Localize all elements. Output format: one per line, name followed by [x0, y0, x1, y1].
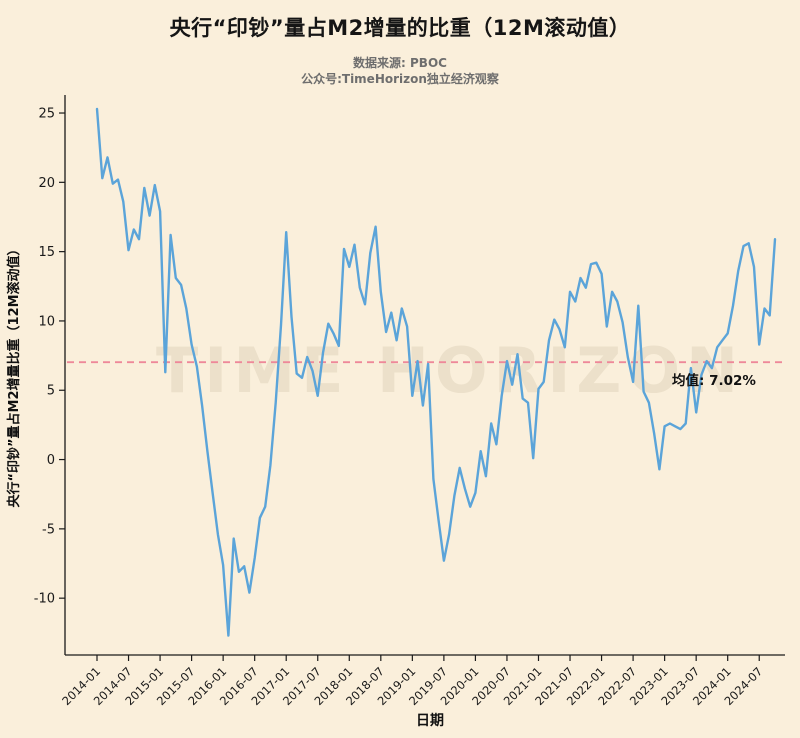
chart-subtitle-source: 数据来源: PBOC [353, 56, 447, 70]
x-axis-label: 日期 [416, 713, 444, 729]
chart-subtitle-account: 公众号:TimeHorizon独立经济观察 [301, 72, 499, 86]
y-tick-label: 15 [38, 245, 55, 260]
y-tick-label: 20 [38, 176, 55, 191]
y-tick-label: 10 [38, 314, 55, 329]
y-tick-label: 0 [47, 453, 55, 468]
chart-title: 央行“印钞”量占M2增量的比重（12M滚动值） [169, 16, 631, 40]
y-tick-label: 5 [47, 384, 55, 399]
y-tick-label: 25 [38, 107, 55, 122]
y-axis-label: 央行“印钞”量占M2增量比重（12M滚动值） [6, 242, 22, 507]
y-tick-label: -5 [42, 522, 55, 537]
mean-annotation: 均值: 7.02% [672, 372, 756, 389]
series-line [95, 107, 777, 637]
watermark: TIME HORIZON [156, 334, 744, 407]
y-tick-label: -10 [34, 592, 55, 607]
